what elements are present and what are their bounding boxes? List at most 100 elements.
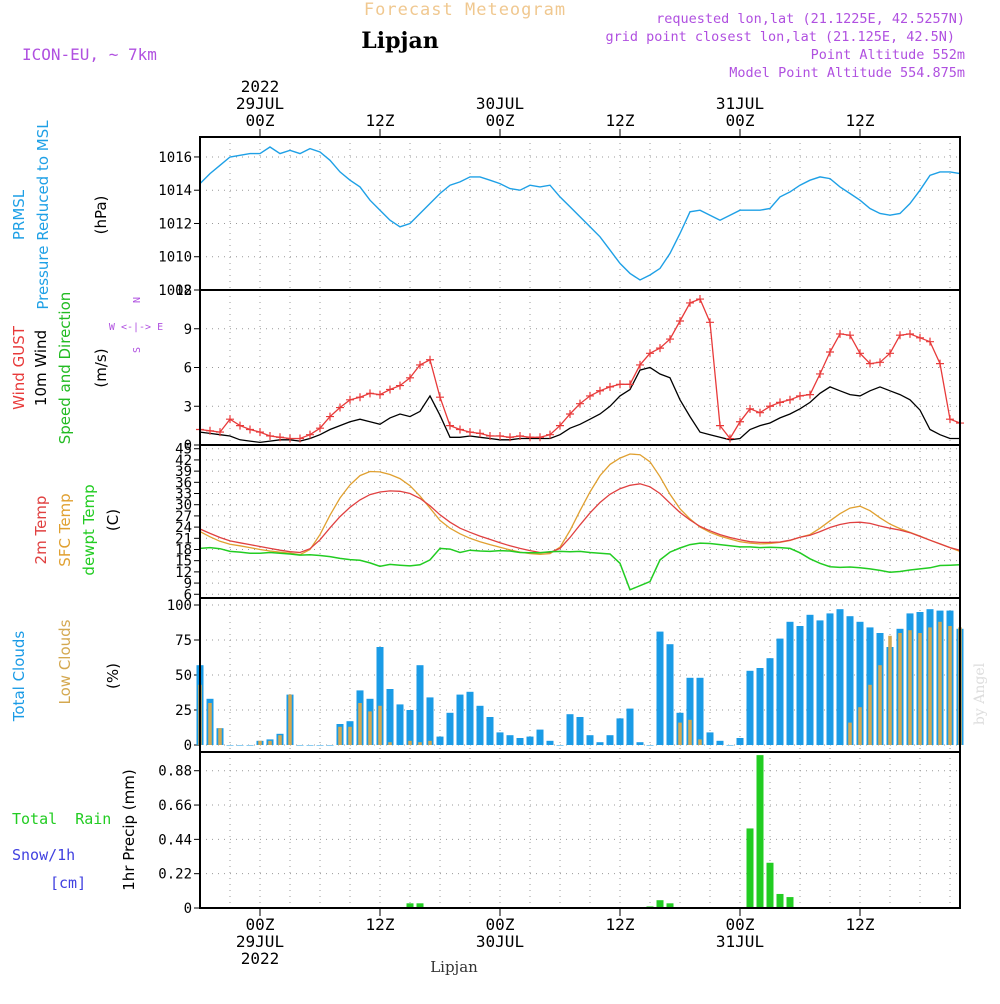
gust-point-marker [816,369,824,378]
precip-bar [656,900,664,908]
bottom-axis-label: 12Z [606,915,635,934]
low-clouds-bar [408,740,412,745]
total-clouds-bar [716,740,724,745]
y-tick-label: 39 [175,464,192,480]
total-clouds-bar [296,745,304,746]
top-axis-label: 12Z [606,111,635,130]
total-clouds-bar [236,745,244,746]
gust-point-marker [876,358,884,367]
total-clouds-bar [816,620,824,745]
bottom-axis-label: 12Z [366,915,395,934]
total-clouds-bar [626,708,634,745]
gust-point-marker [466,428,474,437]
bottom-axis-label: 2022 [241,949,280,968]
y-tick-label: 25 [175,703,192,719]
celsius-unit-label: (C) [104,509,122,531]
low-clouds-bar [288,694,292,745]
gust-point-marker [436,393,444,402]
gust-point-marker [476,429,484,438]
low-clouds-bar [698,739,702,745]
total-clouds-bar [246,745,254,746]
pressure-panel: 1008 1010 1012 1014 1016 [158,136,961,299]
total-clouds-bar [806,614,814,745]
low-clouds-bar [678,722,682,745]
low-clouds-bar [268,740,272,745]
panel-frame [199,444,961,599]
low-clouds-bar [888,635,892,745]
low-clouds-bar [208,703,212,745]
clouds-axis-labels: Total Clouds Low Clouds (%) [10,619,122,722]
dewpt-series-line [199,542,961,591]
gust-point-marker [576,399,584,408]
temp-2m-label: 2m Temp [32,496,50,565]
gust-point-marker [806,390,814,399]
top-axis-label: 2022 [241,77,280,96]
gust-point-marker [676,317,684,325]
gust-point-marker [216,428,224,437]
gust-point-marker [786,395,794,404]
total-clouds-bar [446,712,454,745]
gust-series-line [199,298,961,440]
low-clouds-bar [218,728,222,745]
total-rain-label: Total Rain [12,810,111,828]
precip-bar [746,828,754,908]
top-axis-label: 00Z [486,111,515,130]
total-clouds-bar [406,710,414,745]
bottom-axis-label: 00Z [246,915,275,934]
low-clouds-bar [348,726,352,745]
total-clouds-bar [736,738,744,745]
gust-point-marker [266,431,274,440]
low-clouds-bar [908,630,912,745]
precip-bar [766,862,774,908]
gust-point-marker [366,389,374,398]
gust-point-marker [246,425,254,434]
temp-axis-labels: 2m Temp SFC Temp dewpt Temp (C) [32,484,122,575]
total-clouds-bar [326,745,334,746]
y-tick-label: 9 [184,576,192,592]
y-tick-label: 0.22 [158,867,192,883]
total-clouds-bar [796,626,804,745]
total-clouds-bar [776,638,784,745]
total-clouds-bar [516,738,524,745]
gridpoint-coords: grid point closest lon,lat (21.125E, 42.… [606,29,956,45]
total-clouds-bar [486,717,494,745]
y-tick-label: 1008 [158,283,192,299]
low-clouds-bar [948,626,952,745]
gust-point-marker [646,349,654,358]
gust-point-marker [356,393,364,402]
gust-point-marker [656,344,664,353]
model-altitude: Model Point Altitude 554.875m [729,65,965,81]
total-clouds-bar [616,718,624,745]
low-clouds-bar [848,722,852,745]
gust-point-marker [796,391,804,400]
snow-label: Snow/1h [12,846,75,864]
gust-point-marker [586,391,594,400]
supertitle: Forecast Meteogram [364,0,566,20]
gust-point-marker [556,421,564,430]
low-clouds-bar [388,742,392,745]
y-tick-label: 27 [175,509,192,525]
y-tick-label: 0 [184,738,192,754]
y-tick-label: 0 [184,901,192,917]
gust-point-marker [866,359,874,368]
gust-point-marker [826,348,834,356]
bottom-axis-label: 30JUL [476,932,524,951]
gust-point-marker [726,434,734,443]
total-clouds-bar [536,729,544,745]
y-tick-label: 1016 [158,150,192,166]
location-title: Lipjan [361,28,438,54]
total-clouds-bar [456,694,464,745]
gust-point-marker [936,359,944,368]
dewpt-temp-label: dewpt Temp [80,484,98,575]
gust-point-marker [416,360,424,369]
gust-point-marker [736,417,744,426]
low-clouds-bar [918,633,922,745]
gust-point-marker [626,380,634,389]
gust-point-marker [206,426,214,435]
compass-s: S [132,347,143,353]
total-clouds-bar [476,705,484,745]
y-tick-label: 30 [175,498,192,514]
compass-n: N [132,297,143,303]
y-tick-label: 33 [175,487,192,503]
